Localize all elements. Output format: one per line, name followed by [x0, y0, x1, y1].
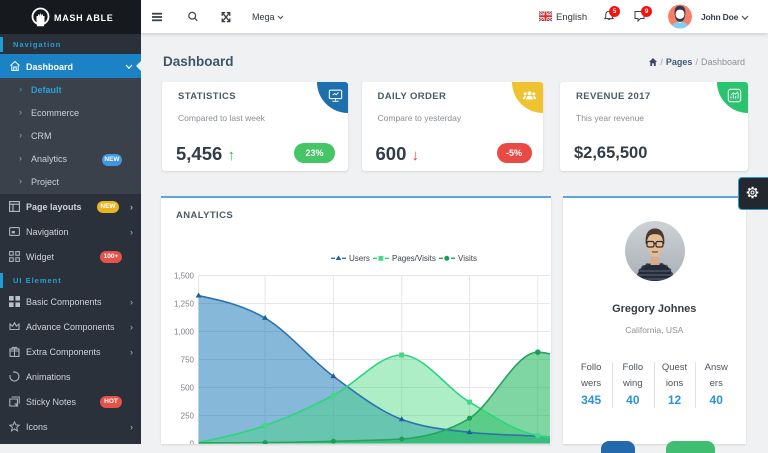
svg-text:500: 500 [181, 384, 195, 393]
svg-text:0: 0 [190, 440, 195, 445]
svg-text:Users: Users [349, 254, 370, 263]
svg-text:Pages/Visits: Pages/Visits [392, 254, 436, 263]
svg-text:250: 250 [181, 412, 195, 421]
svg-text:1,250: 1,250 [174, 300, 195, 309]
svg-text:Visits: Visits [458, 254, 477, 263]
svg-text:1,000: 1,000 [174, 328, 195, 337]
svg-text:750: 750 [181, 356, 195, 365]
svg-text:1,500: 1,500 [174, 272, 195, 281]
